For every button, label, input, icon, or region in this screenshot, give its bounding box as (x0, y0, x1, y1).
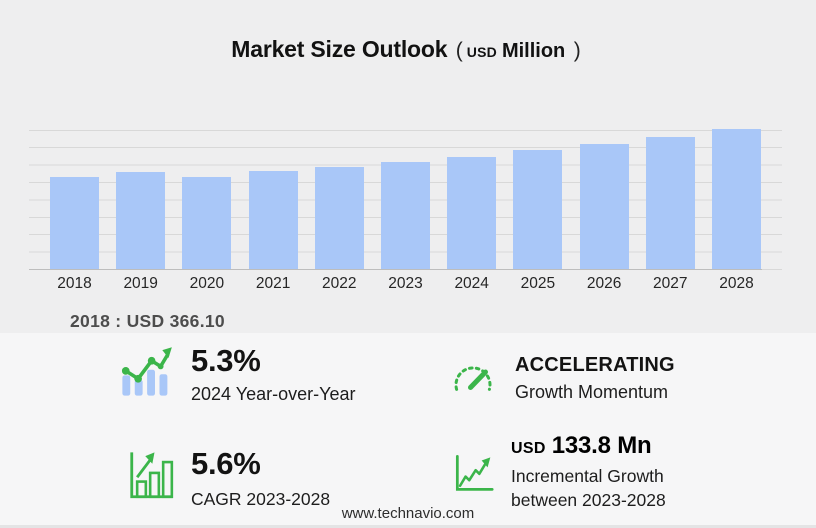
stat-momentum-text: ACCELERATING Growth Momentum (515, 352, 675, 404)
stat-incremental-value: USD 133.8 Mn (511, 432, 666, 460)
x-tick-2028: 2028 (719, 275, 754, 292)
bar-2019 (116, 171, 166, 269)
x-tick-2021: 2021 (255, 275, 291, 292)
stat-incremental-currency: USD (511, 440, 546, 457)
line-growth-icon (450, 432, 494, 499)
stat-yoy-text: 5.3% 2024 Year-over-Year (191, 343, 356, 406)
bar-series (29, 102, 782, 269)
bar-2021 (248, 171, 298, 269)
bar-2027 (645, 136, 695, 269)
bar-trend-icon (118, 345, 174, 404)
x-tick-2018: 2018 (57, 275, 92, 292)
x-tick-2026: 2026 (586, 275, 622, 292)
stat-incremental-label-line2: between 2023-2028 (511, 489, 666, 510)
stat-momentum-value: ACCELERATING (515, 354, 675, 376)
x-tick-2025: 2025 (520, 275, 556, 292)
title-main: Market Size Outlook (231, 36, 448, 62)
x-tick-2023: 2023 (388, 275, 423, 292)
speedometer-icon (448, 352, 498, 403)
bottom-strip (0, 525, 816, 528)
x-tick-2019: 2019 (123, 275, 158, 292)
x-tick-2027: 2027 (653, 275, 688, 292)
stat-yoy-value: 5.3% (191, 343, 261, 378)
page-title: Market Size Outlook (USD Million ) (0, 36, 816, 63)
stat-cagr: 5.6% CAGR 2023-2028 (122, 446, 331, 510)
x-tick-2024: 2024 (454, 275, 489, 292)
title-unit: Million (501, 40, 566, 62)
title-paren-open: ( (455, 39, 463, 62)
bar-2025 (513, 150, 563, 269)
stat-incremental: USD 133.8 Mn Incremental Growth between 2… (450, 432, 666, 512)
bar-2026 (579, 143, 629, 269)
base-year-value: 2018 : USD 366.10 (70, 311, 225, 331)
stat-yoy: 5.3% 2024 Year-over-Year (118, 343, 356, 406)
x-tick-2020: 2020 (189, 275, 225, 292)
stat-incremental-label-line1: Incremental Growth (511, 466, 664, 486)
stat-incremental-text: USD 133.8 Mn Incremental Growth between 2… (511, 432, 666, 512)
title-paren-close: ) (573, 39, 581, 62)
stat-momentum-label: Growth Momentum (515, 382, 669, 402)
bar-chart: 2018 2019 2020 2021 2022 2023 2024 2025 2026 2027… (29, 122, 782, 292)
x-axis-line (29, 269, 762, 270)
stat-cagr-text: 5.6% CAGR 2023-2028 (191, 446, 331, 510)
stat-cagr-value: 5.6% (191, 446, 261, 481)
stat-cagr-label: CAGR 2023-2028 (191, 488, 331, 509)
bar-2020 (182, 177, 232, 269)
x-axis-labels: 2018 2019 2020 2021 2022 2023 2024 2025 2026 2027… (29, 275, 782, 295)
growth-bars-icon (122, 448, 174, 505)
stat-momentum: ACCELERATING Growth Momentum (448, 352, 675, 404)
bar-2024 (447, 156, 497, 269)
x-tick-2022: 2022 (322, 275, 357, 292)
bar-2018 (50, 177, 99, 269)
stat-yoy-label: 2024 Year-over-Year (191, 383, 356, 404)
title-currency: USD (466, 44, 497, 60)
bar-2023 (381, 162, 430, 269)
footer-url: www.technavio.com (341, 505, 475, 522)
bar-2028 (712, 128, 761, 269)
bar-2022 (314, 166, 364, 269)
stat-incremental-amount: 133.8 Mn (551, 432, 652, 459)
